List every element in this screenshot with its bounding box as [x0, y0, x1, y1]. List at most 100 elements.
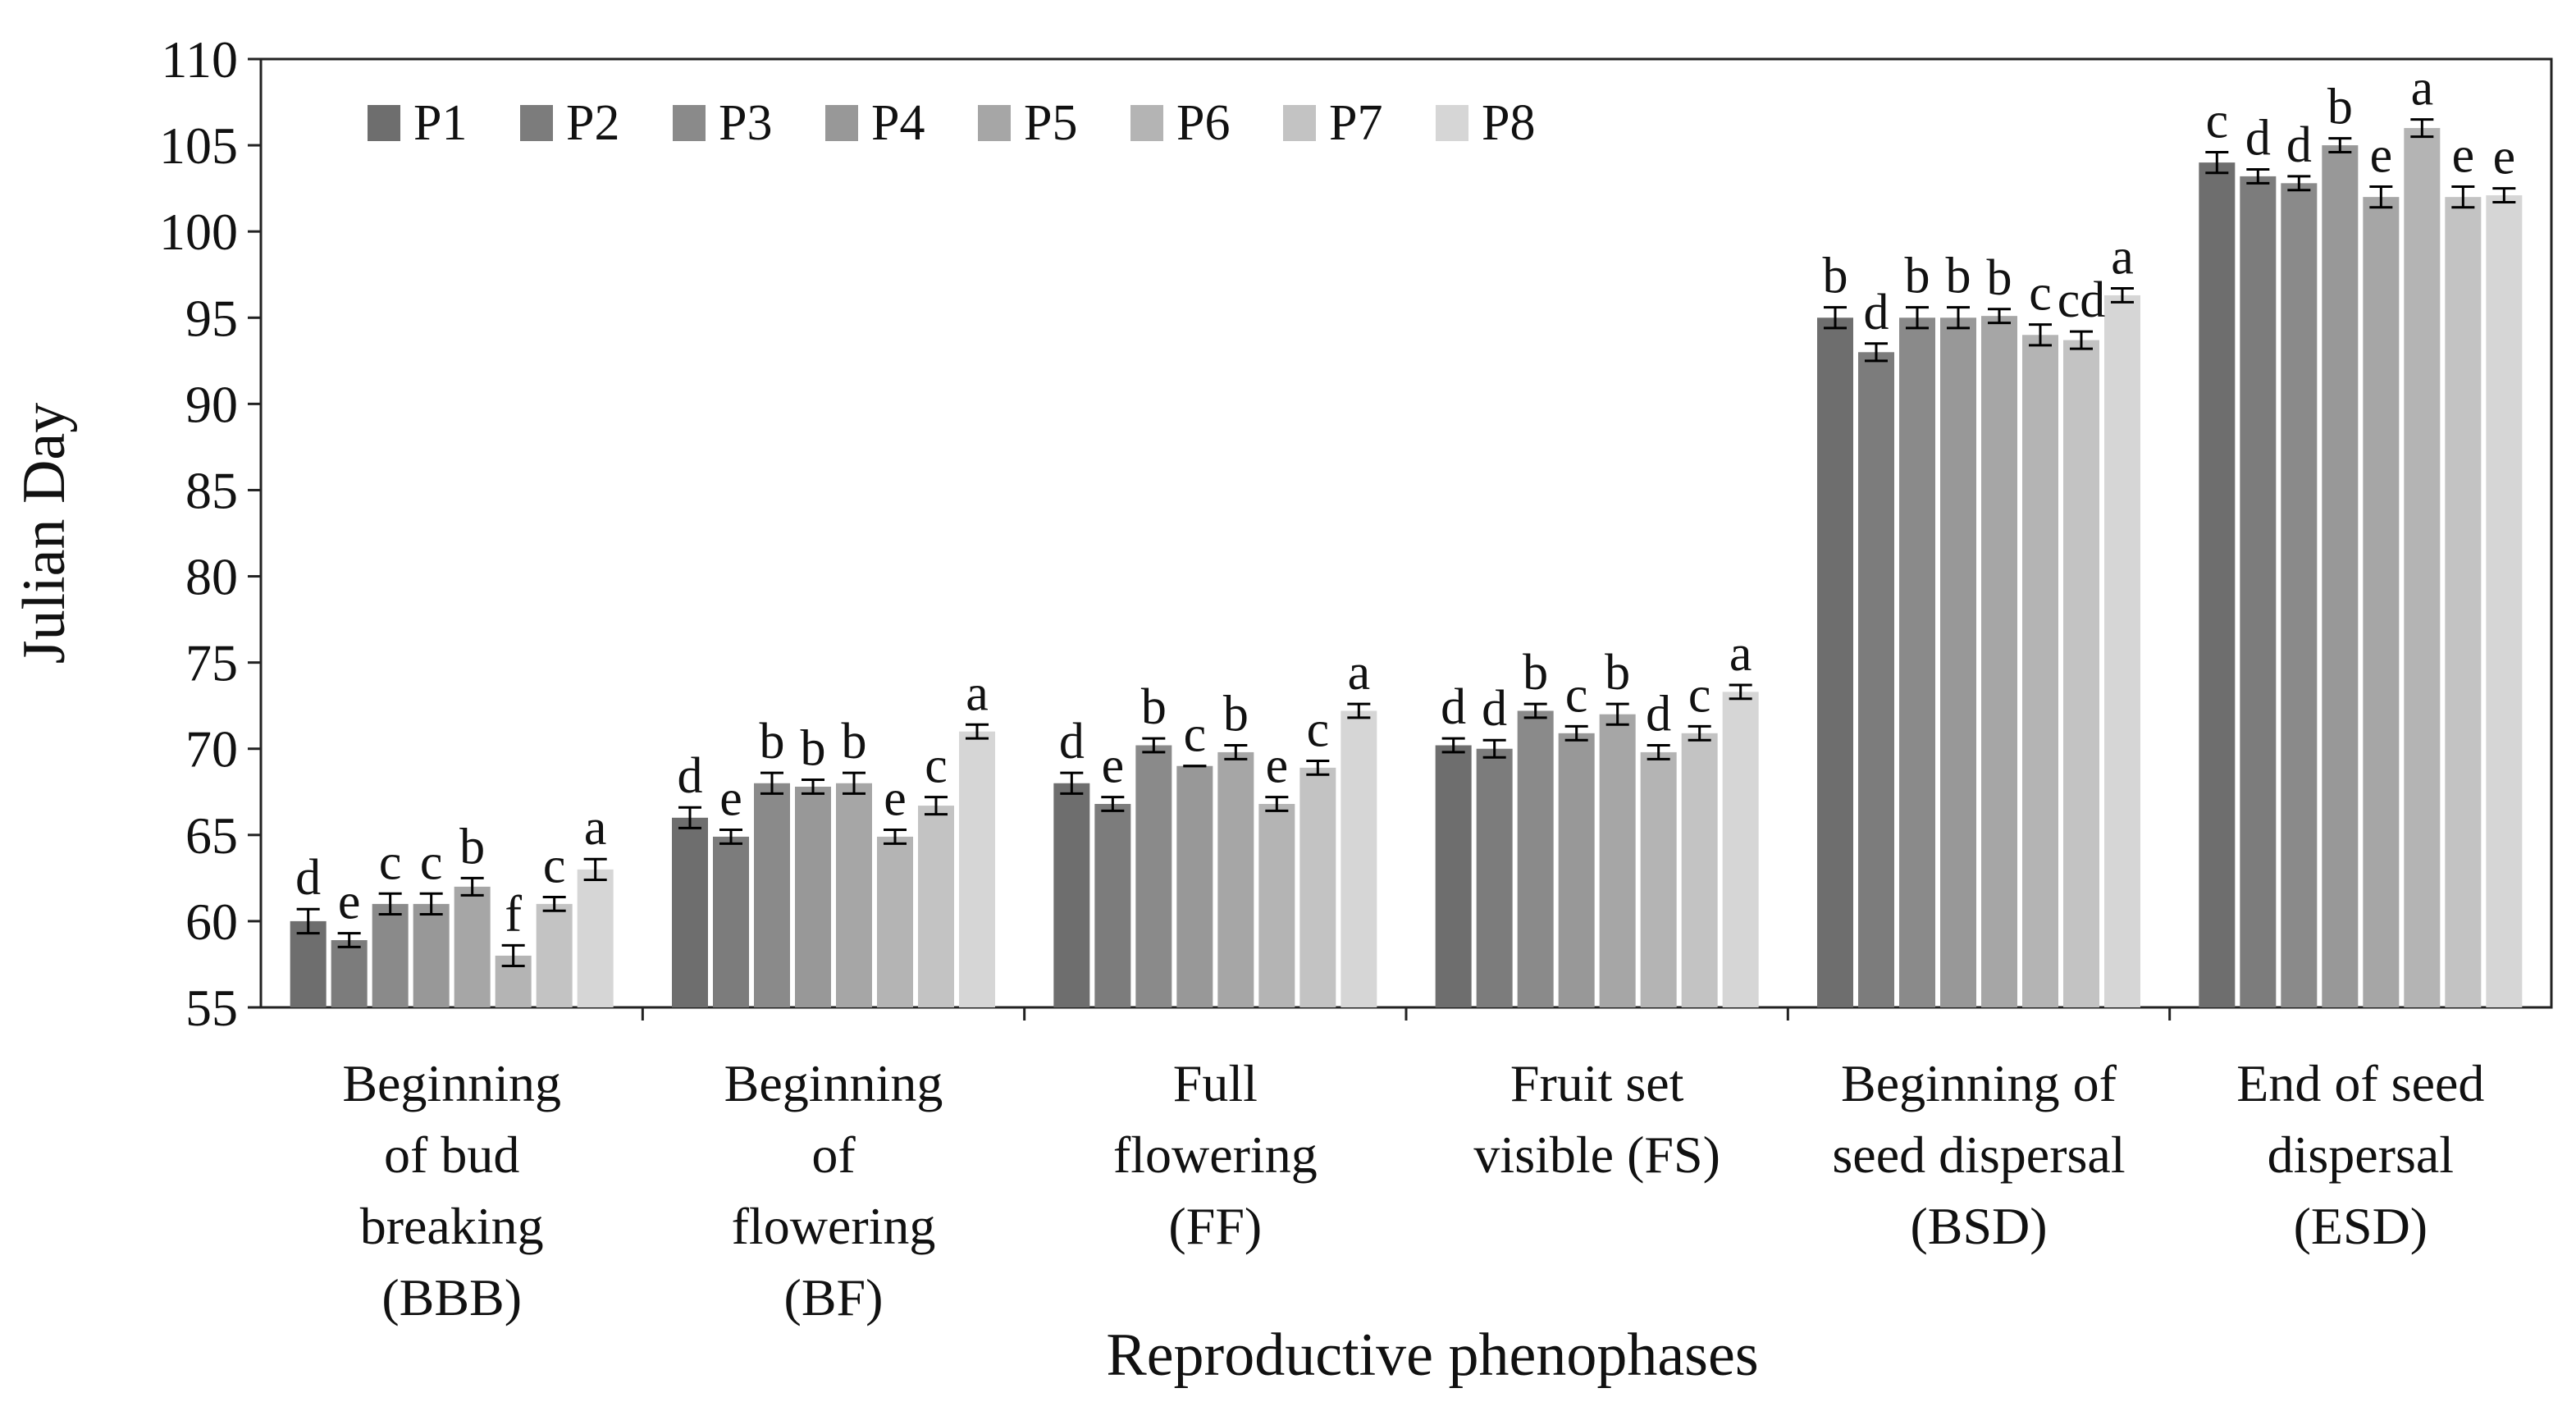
- bar-p7-6: [2445, 197, 2482, 1008]
- bar-p2-1: [331, 940, 368, 1007]
- bar-p6-4: [1640, 751, 1677, 1007]
- significance-letter: c: [543, 838, 566, 893]
- legend-label: P3: [719, 95, 772, 151]
- legend-item-p3[interactable]: P3: [673, 95, 772, 151]
- bar-p5-1: [454, 886, 491, 1007]
- bar-p1-1: [290, 920, 327, 1007]
- significance-letter: b: [1946, 249, 1971, 304]
- error-bar: [460, 876, 484, 897]
- significance-letter: c: [1565, 667, 1588, 723]
- error-bar: [2410, 118, 2434, 139]
- bar-p6-3: [1258, 803, 1295, 1007]
- bar-p6-6: [2404, 128, 2441, 1007]
- legend-item-p6[interactable]: P6: [1130, 95, 1230, 151]
- error-bar: [1729, 683, 1752, 701]
- x-category-label: of bud: [384, 1126, 519, 1184]
- significance-letter: d: [2245, 111, 2271, 167]
- significance-letter: b: [1523, 645, 1548, 701]
- bar-p3-3: [1135, 745, 1172, 1007]
- error-bar: [1605, 702, 1629, 726]
- significance-letter: b: [842, 714, 867, 769]
- error-bar: [966, 723, 989, 740]
- bar-p4-6: [2322, 145, 2359, 1007]
- bar-p3-5: [1899, 317, 1935, 1008]
- bar-p7-4: [1681, 733, 1718, 1007]
- legend-item-p1[interactable]: P1: [368, 95, 467, 151]
- bar-p3-4: [1517, 710, 1554, 1007]
- bar-p4-3: [1176, 765, 1213, 1007]
- significance-letter: d: [1482, 681, 1507, 737]
- x-category-label: flowering: [1113, 1126, 1318, 1184]
- legend-swatch: [520, 105, 553, 141]
- legend-label: P5: [1024, 95, 1077, 151]
- y-tick-label: 95: [185, 289, 238, 347]
- bar-p8-6: [2486, 195, 2523, 1007]
- bar-p2-3: [1094, 803, 1131, 1007]
- significance-letter: d: [1441, 679, 1466, 735]
- error-bar: [1441, 737, 1465, 754]
- legend-item-p7[interactable]: P7: [1283, 95, 1382, 151]
- x-category-label: seed dispersal: [1832, 1126, 2125, 1184]
- bar-p3-1: [372, 903, 409, 1007]
- legend-item-p8[interactable]: P8: [1436, 95, 1535, 151]
- x-category-label: visible (FS): [1473, 1126, 1720, 1184]
- significance-letter: d: [1864, 285, 1889, 340]
- legend-item-p4[interactable]: P4: [825, 95, 925, 151]
- significance-letter: d: [1059, 714, 1085, 769]
- x-category-label: (BSD): [1910, 1197, 2047, 1255]
- error-bar: [884, 829, 907, 845]
- x-category-label: (BBB): [381, 1268, 522, 1327]
- significance-letter: b: [2327, 80, 2353, 135]
- bar-p2-6: [2240, 176, 2277, 1007]
- bar-p8-3: [1341, 710, 1377, 1007]
- x-category-label: Beginning: [724, 1054, 943, 1112]
- error-bar: [2111, 287, 2134, 304]
- error-bar: [1523, 702, 1547, 719]
- error-bar: [2205, 150, 2229, 175]
- significance-letter: e: [1102, 738, 1125, 794]
- bar-p4-1: [413, 903, 450, 1007]
- error-bar: [542, 895, 566, 912]
- significance-letter: a: [584, 800, 607, 856]
- error-bar: [1101, 796, 1125, 812]
- legend-swatch: [825, 105, 858, 141]
- significance-letter: b: [801, 721, 826, 777]
- bar-p1-3: [1053, 783, 1090, 1007]
- error-bar: [2029, 323, 2052, 347]
- error-bars: [296, 118, 2516, 968]
- error-bar: [1306, 759, 1330, 776]
- significance-letter: c: [925, 738, 948, 794]
- x-category-label: Beginning of: [1841, 1054, 2117, 1112]
- significance-letter: e: [2493, 130, 2516, 185]
- significance-letter: c: [2029, 266, 2052, 322]
- error-bar: [1142, 737, 1166, 754]
- bar-p5-3: [1217, 751, 1254, 1007]
- significance-letter: c: [420, 834, 443, 890]
- significance-letter: b: [1905, 249, 1930, 304]
- legend-item-p5[interactable]: P5: [978, 95, 1077, 151]
- x-category-label: Fruit set: [1510, 1054, 1684, 1112]
- significance-letter: b: [1987, 250, 2012, 306]
- y-tick-label: 55: [185, 979, 238, 1037]
- error-bar: [1265, 796, 1289, 812]
- error-bar: [1824, 306, 1847, 330]
- significance-letter: e: [2452, 128, 2475, 184]
- significance-letter: e: [1266, 738, 1289, 794]
- significance-letter: d: [2286, 117, 2312, 173]
- bar-p7-5: [2063, 340, 2099, 1007]
- error-bar: [925, 796, 948, 816]
- legend[interactable]: P1 P2 P3 P4 P5 P6 P7 P8: [368, 95, 1535, 151]
- bar-p2-4: [1476, 748, 1513, 1007]
- bar-p1-4: [1435, 745, 1472, 1007]
- bar-p5-5: [1981, 316, 2017, 1007]
- legend-item-p2[interactable]: P2: [520, 95, 619, 151]
- significance-letter: c: [379, 834, 402, 890]
- significance-letter: b: [459, 819, 485, 874]
- legend-label: P6: [1176, 95, 1230, 151]
- bar-p6-2: [877, 836, 913, 1007]
- error-bar: [843, 771, 866, 795]
- error-bar: [2328, 137, 2352, 153]
- y-tick-label: 75: [185, 634, 238, 692]
- error-bar: [1865, 342, 1888, 363]
